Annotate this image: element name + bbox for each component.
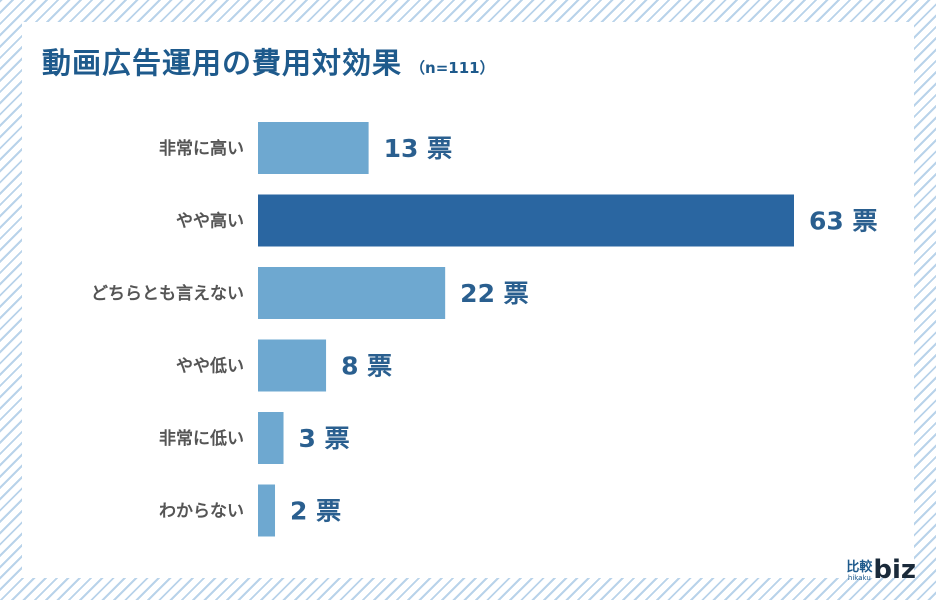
category-label: どちらとも言えない [91, 283, 244, 304]
category-label: やや高い [176, 211, 244, 232]
value-label: 2 票 [290, 497, 341, 526]
bar [258, 122, 369, 174]
bar [258, 339, 327, 392]
logo-small-text: hikaku [847, 574, 871, 582]
chart-title: 動画広告運用の費用対効果 [42, 46, 403, 80]
bar [258, 484, 276, 537]
value-label: 3 票 [299, 424, 350, 453]
bar [258, 194, 794, 247]
bar [258, 267, 446, 319]
logo-kanji: 比較 [846, 560, 873, 575]
value-label: 63 票 [809, 207, 878, 236]
category-label: 非常に低い [159, 428, 244, 449]
hikaku-biz-logo: 比較 hikaku biz [846, 555, 916, 585]
chart-card [22, 22, 914, 578]
value-label: 13 票 [384, 134, 453, 163]
value-label: 8 票 [341, 352, 392, 381]
value-label: 22 票 [460, 279, 528, 308]
title-row: 動画広告運用の費用対効果 （n=111） [42, 40, 495, 82]
logo-biz-text: biz [873, 555, 916, 585]
chart-subtitle: （n=111） [410, 59, 495, 77]
category-label: 非常に高い [159, 138, 244, 159]
category-label: やや低い [176, 356, 244, 377]
category-label: わからない [159, 502, 244, 522]
bar [258, 412, 284, 464]
